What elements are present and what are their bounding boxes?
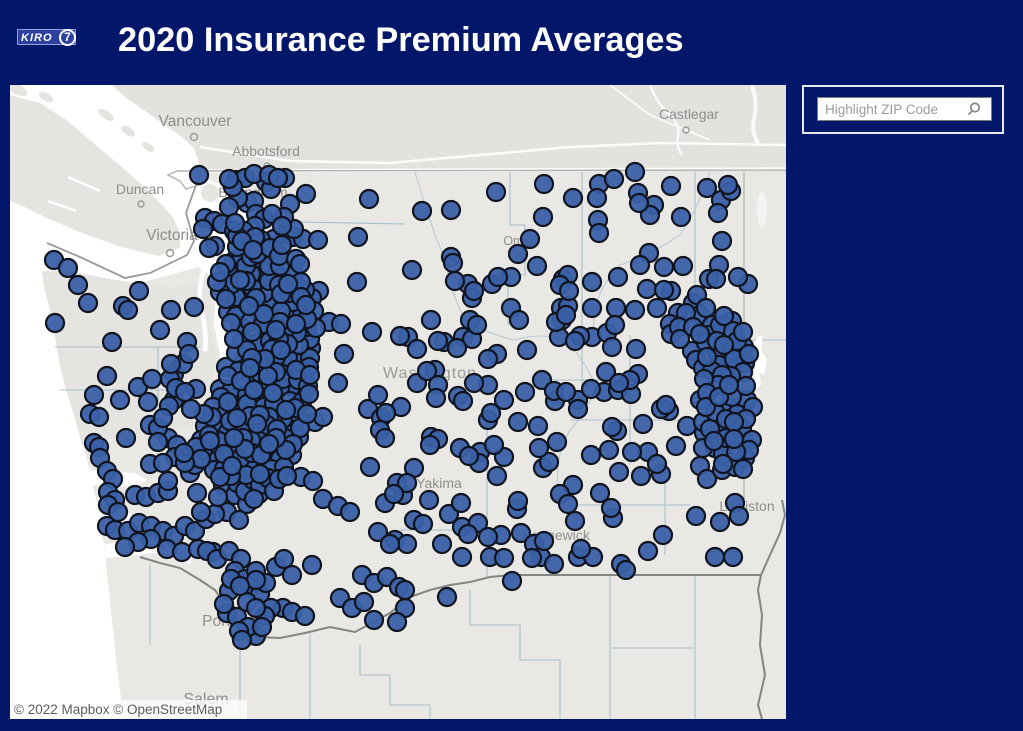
svg-text:Victoria: Victoria [146,227,198,244]
svg-text:Castlegar: Castlegar [659,106,719,122]
svg-text:Vancouver: Vancouver [159,113,232,130]
svg-text:Duncan: Duncan [116,181,164,197]
svg-text:Yakima: Yakima [416,475,462,491]
svg-text:© 2022 Mapbox © OpenStreetMap: © 2022 Mapbox © OpenStreetMap [14,702,222,717]
svg-text:Abbotsford: Abbotsford [232,143,300,159]
